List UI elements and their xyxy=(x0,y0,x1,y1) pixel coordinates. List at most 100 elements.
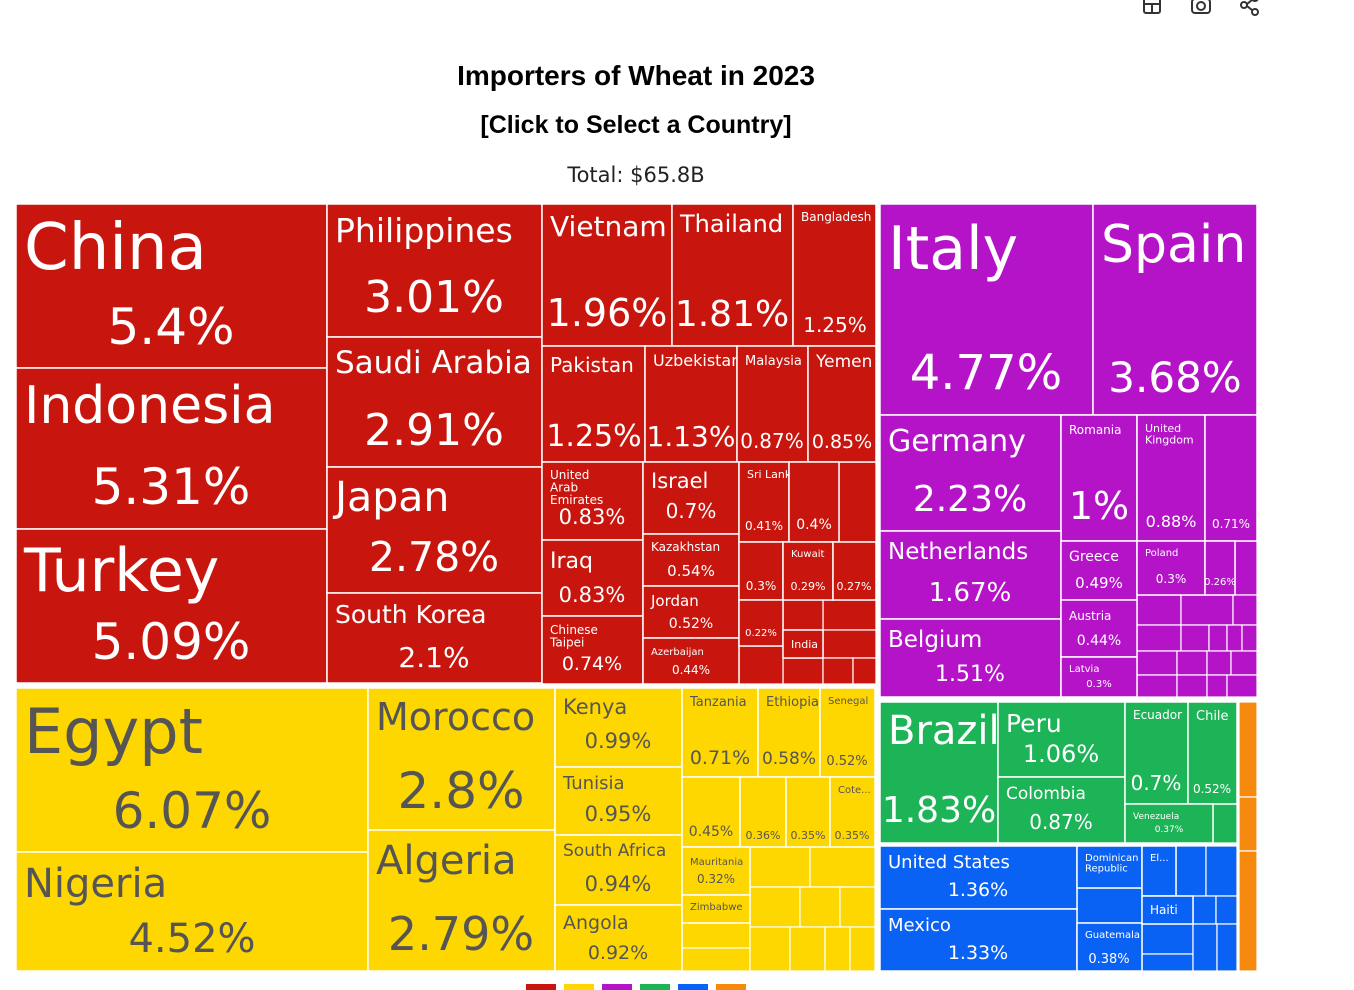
treemap-tile-minor[interactable] xyxy=(1238,701,1258,798)
legend-swatch-oceania[interactable] xyxy=(716,984,746,990)
treemap-tile-unlabeled-asia-23[interactable] xyxy=(738,541,784,601)
treemap-tile-minor[interactable] xyxy=(1076,887,1143,924)
share-icon[interactable] xyxy=(1238,0,1262,16)
treemap-tile-nigeria[interactable] xyxy=(15,851,369,972)
treemap-tile-saudi-arabia[interactable] xyxy=(326,336,543,468)
treemap-tile-minor[interactable] xyxy=(749,846,811,888)
treemap-tile-minor[interactable] xyxy=(1176,650,1208,676)
treemap-tile-minor[interactable] xyxy=(1136,674,1178,698)
treemap-tile-minor[interactable] xyxy=(1206,650,1232,676)
treemap-tile-cote[interactable] xyxy=(829,776,876,848)
treemap-tile-unlabeled-asia-22[interactable] xyxy=(788,461,840,543)
treemap-tile-minor[interactable] xyxy=(824,926,851,972)
legend-swatch-asia[interactable] xyxy=(526,984,556,990)
treemap-tile-minor[interactable] xyxy=(1226,624,1243,652)
treemap-tile-senegal[interactable] xyxy=(819,687,876,778)
treemap-tile-minor[interactable] xyxy=(799,886,841,928)
treemap-tile-minor[interactable] xyxy=(1234,540,1258,596)
treemap-tile-minor[interactable] xyxy=(839,886,876,928)
treemap-tile-angola[interactable] xyxy=(554,904,683,972)
treemap-tile-minor[interactable] xyxy=(749,926,791,972)
treemap-tile-minor[interactable] xyxy=(681,922,751,949)
treemap-tile-minor[interactable] xyxy=(1238,796,1258,852)
treemap-tile-peru[interactable] xyxy=(997,701,1126,778)
treemap-tile-south-korea[interactable] xyxy=(326,592,543,684)
treemap-tile-minor[interactable] xyxy=(1206,674,1228,698)
treemap-tile-pakistan[interactable] xyxy=(541,345,646,463)
treemap-tile-indonesia[interactable] xyxy=(15,367,328,530)
legend-swatch-europe[interactable] xyxy=(602,984,632,990)
treemap-tile-ecuador[interactable] xyxy=(1124,701,1189,805)
treemap-tile-minor[interactable] xyxy=(1180,624,1210,652)
treemap-tile-dominican-republic[interactable] xyxy=(1076,845,1143,889)
treemap-tile-minor[interactable] xyxy=(1141,923,1194,955)
treemap-tile-yemen[interactable] xyxy=(807,345,877,463)
treemap-tile-united-states[interactable] xyxy=(879,845,1078,910)
treemap-tile-minor[interactable] xyxy=(1192,923,1218,972)
treemap-tile-minor[interactable] xyxy=(1176,674,1208,698)
treemap-tile-unlabeled-africa-13[interactable] xyxy=(785,776,831,848)
treemap-tile-spain[interactable] xyxy=(1092,203,1258,416)
treemap-tile-minor[interactable] xyxy=(1136,624,1182,652)
treemap-tile-india[interactable] xyxy=(782,629,824,659)
treemap-tile-minor[interactable] xyxy=(681,947,751,972)
treemap-tile-unlabeled-asia-25[interactable] xyxy=(832,541,877,601)
camera-icon[interactable] xyxy=(1189,0,1213,16)
treemap-tile-malaysia[interactable] xyxy=(736,345,809,463)
treemap-tile-sri-lanka[interactable] xyxy=(738,461,790,543)
treemap-tile-unlabeled-africa-11[interactable] xyxy=(681,776,741,848)
treemap-tile-minor[interactable] xyxy=(852,657,877,685)
treemap-tile-netherlands[interactable] xyxy=(879,530,1062,620)
treemap-tile-minor[interactable] xyxy=(738,645,784,685)
treemap-tile-minor[interactable] xyxy=(838,461,877,543)
treemap-tile-egypt[interactable] xyxy=(15,687,369,853)
treemap-tile-ethiopia[interactable] xyxy=(757,687,821,778)
treemap-tile-minor[interactable] xyxy=(1205,845,1238,897)
treemap-tile-minor[interactable] xyxy=(1238,850,1258,972)
treemap-tile-minor[interactable] xyxy=(822,629,877,659)
legend-swatch-south-america[interactable] xyxy=(640,984,670,990)
treemap-tile-minor[interactable] xyxy=(1192,895,1217,925)
treemap-tile-uzbekistan[interactable] xyxy=(644,345,738,463)
treemap-tile-vietnam[interactable] xyxy=(541,203,673,347)
treemap-tile-kenya[interactable] xyxy=(554,687,683,768)
treemap-tile-minor[interactable] xyxy=(1216,923,1238,972)
treemap-tile-colombia[interactable] xyxy=(997,776,1126,844)
treemap-tile-minor[interactable] xyxy=(809,846,876,888)
treemap-tile-minor[interactable] xyxy=(789,926,826,972)
treemap-tile-minor[interactable] xyxy=(1232,594,1258,626)
treemap-tile-united-kingdom[interactable] xyxy=(1136,414,1206,542)
treemap-tile-minor[interactable] xyxy=(1141,953,1194,972)
treemap-tile-minor[interactable] xyxy=(1241,624,1258,652)
treemap-tile-latvia[interactable] xyxy=(1060,656,1138,698)
treemap-tile-chile[interactable] xyxy=(1187,701,1238,805)
treemap-tile-zimbabwe[interactable] xyxy=(681,894,751,924)
select-country-prompt[interactable]: [Click to Select a Country] xyxy=(480,111,792,139)
treemap-tile-minor[interactable] xyxy=(1226,674,1258,698)
treemap-tile-austria[interactable] xyxy=(1060,599,1138,658)
treemap-tile-minor[interactable] xyxy=(782,657,824,685)
treemap-tile-bangladesh[interactable] xyxy=(792,203,877,347)
treemap-tile-minor[interactable] xyxy=(749,886,801,928)
treemap-tile-brazil[interactable] xyxy=(879,701,999,844)
treemap-tile-tunisia[interactable] xyxy=(554,766,683,836)
legend-swatch-africa[interactable] xyxy=(564,984,594,990)
treemap-tile-kazakhstan[interactable] xyxy=(642,533,740,587)
treemap-tile-minor[interactable] xyxy=(1136,650,1178,676)
treemap-tile-chinese-taipei[interactable] xyxy=(541,615,644,685)
treemap-tile-minor[interactable] xyxy=(1215,895,1238,925)
treemap-tile-haiti[interactable] xyxy=(1141,895,1194,925)
treemap-tile-japan[interactable] xyxy=(326,466,543,594)
treemap-tile-venezuela[interactable] xyxy=(1124,803,1214,844)
treemap-tile-minor[interactable] xyxy=(1212,803,1238,844)
treemap-tile-greece[interactable] xyxy=(1060,540,1138,601)
treemap-tile-minor[interactable] xyxy=(782,599,824,631)
treemap-tile-south-africa[interactable] xyxy=(554,834,683,906)
treemap-tile-israel[interactable] xyxy=(642,461,740,535)
treemap-tile-mauritania[interactable] xyxy=(681,846,751,896)
treemap-tile-poland[interactable] xyxy=(1136,540,1206,596)
treemap-tile-thailand[interactable] xyxy=(671,203,794,347)
treemap-tile-minor[interactable] xyxy=(1136,594,1182,626)
treemap-tile-minor[interactable] xyxy=(1180,594,1234,626)
treemap-tile-unlabeled-europe-5[interactable] xyxy=(1204,414,1258,542)
